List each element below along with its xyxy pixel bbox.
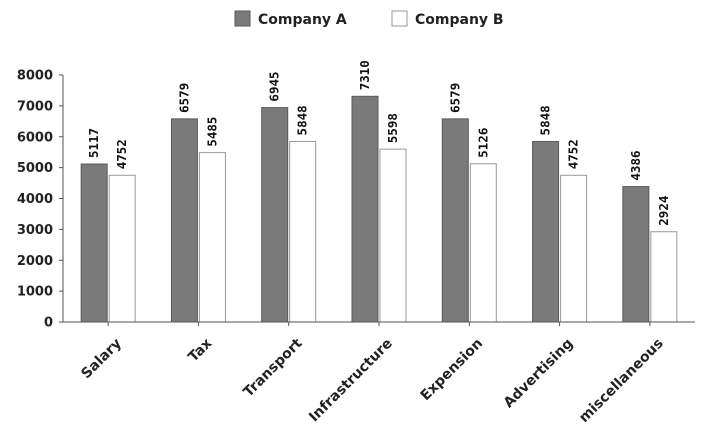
bar-company-a-transport [261, 107, 289, 323]
y-tick-label: 3000 [17, 223, 53, 238]
y-tick-label: 6000 [17, 130, 53, 145]
bar-company-b-advertising [560, 174, 588, 323]
y-axis: 0 1000 2000 3000 4000 5000 6000 7000 8000 [17, 69, 64, 331]
y-tick-label: 2000 [17, 254, 53, 269]
data-label: 5848 [295, 105, 310, 135]
data-label: 4386 [628, 150, 643, 180]
data-label: 2924 [656, 196, 671, 226]
x-tick-label: Advertising [501, 336, 577, 412]
y-tick-label: 8000 [17, 69, 53, 84]
data-label: 5598 [385, 113, 400, 143]
x-tick-label: Salary [78, 336, 125, 383]
legend: Company A Company B [234, 10, 504, 28]
x-tick-label: Expension [418, 336, 486, 404]
data-label: 7310 [357, 60, 372, 90]
x-axis: Salary Tax Transport Infrastructure Expensio… [63, 321, 695, 426]
x-tick-label: Tax [185, 336, 215, 366]
data-label: 5126 [475, 128, 490, 158]
bar-company-b-transport [289, 140, 317, 323]
bar-company-b-tax [198, 152, 226, 323]
data-label: 5848 [538, 105, 553, 135]
bar-company-b-miscellaneous [650, 231, 678, 323]
y-tick-label: 1000 [17, 285, 53, 300]
bar-company-a-advertising [532, 140, 560, 323]
legend-label-company-b: Company B [415, 12, 504, 28]
bar-company-a-infrastructure [351, 95, 379, 323]
data-label: 5485 [204, 117, 219, 147]
y-tick-label: 7000 [17, 99, 53, 114]
data-label: 5117 [86, 128, 101, 158]
legend-swatch-company-a [234, 10, 251, 27]
bar-company-a-tax [170, 118, 198, 323]
bar-company-a-miscellaneous [622, 186, 650, 323]
x-tick-label: Infrastructure [306, 336, 396, 426]
y-tick-label: 0 [44, 316, 53, 331]
bar-company-b-expension [469, 163, 497, 323]
y-tick-label: 5000 [17, 161, 53, 176]
y-tick-label: 4000 [17, 192, 53, 207]
bar-company-b-infrastructure [379, 148, 407, 323]
legend-swatch-company-b [391, 10, 408, 27]
bars: 5117 4752 6579 5485 6945 5848 7310 5598 6579 5126… [80, 60, 678, 323]
data-label: 6579 [447, 83, 462, 113]
x-tick-label: miscellaneous [576, 336, 666, 426]
x-tick-label: Transport [241, 335, 306, 400]
bar-company-a-salary [80, 163, 108, 323]
data-label: 6579 [176, 83, 191, 113]
data-label: 4752 [114, 139, 129, 169]
bar-company-b-salary [108, 174, 136, 323]
data-label: 4752 [566, 139, 581, 169]
bar-company-a-expension [441, 118, 469, 323]
legend-label-company-a: Company A [258, 12, 347, 28]
data-label: 6945 [267, 71, 282, 101]
